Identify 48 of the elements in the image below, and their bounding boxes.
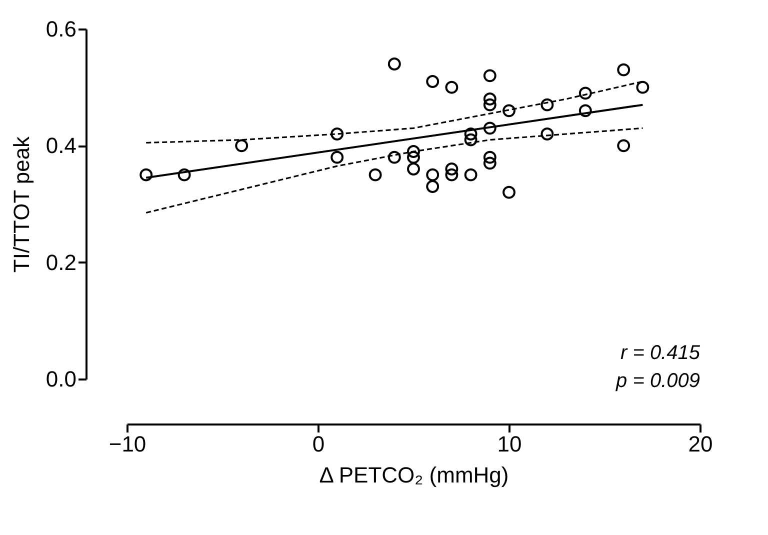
point — [578, 86, 592, 100]
x-axis-title: Δ PETCO₂ (mmHg) — [319, 462, 509, 488]
x-tick-label: −10 — [108, 432, 146, 456]
point — [483, 122, 496, 135]
point — [502, 104, 516, 118]
line-series — [145, 127, 644, 214]
point — [636, 80, 650, 94]
point — [426, 75, 440, 88]
point — [483, 156, 496, 170]
point — [407, 145, 420, 158]
point — [407, 162, 420, 176]
point — [140, 168, 153, 182]
point — [330, 128, 344, 140]
y-tick-label: 0.0 — [46, 366, 76, 392]
point — [445, 162, 458, 176]
point — [617, 63, 630, 76]
point — [445, 80, 458, 94]
annotation: r = 0.415 — [620, 342, 701, 364]
x-tick-label: 20 — [688, 432, 713, 456]
point — [426, 168, 440, 182]
point — [388, 58, 401, 70]
point — [617, 139, 630, 152]
point — [502, 186, 516, 199]
point — [368, 168, 382, 182]
y-tick-label: 0.4 — [46, 133, 76, 158]
point — [540, 128, 554, 140]
point — [178, 168, 191, 182]
point — [445, 168, 458, 182]
point — [483, 92, 496, 106]
point — [464, 133, 478, 146]
point — [578, 104, 592, 118]
point — [235, 139, 248, 152]
point — [330, 150, 344, 164]
point — [483, 69, 496, 82]
point — [483, 98, 496, 112]
point — [464, 168, 478, 182]
x-tick-label: 10 — [497, 432, 522, 456]
point — [483, 150, 496, 164]
y-tick-label: 0.6 — [46, 16, 76, 42]
point — [407, 150, 420, 164]
point — [464, 128, 478, 140]
point — [426, 180, 440, 193]
point — [540, 98, 554, 112]
y-axis-title: TI/TTOT peak — [8, 135, 34, 273]
x-tick-label: 0 — [312, 432, 325, 456]
point — [388, 150, 401, 164]
annotation: p = 0.009 — [615, 370, 700, 392]
y-tick-label: 0.2 — [46, 250, 76, 275]
